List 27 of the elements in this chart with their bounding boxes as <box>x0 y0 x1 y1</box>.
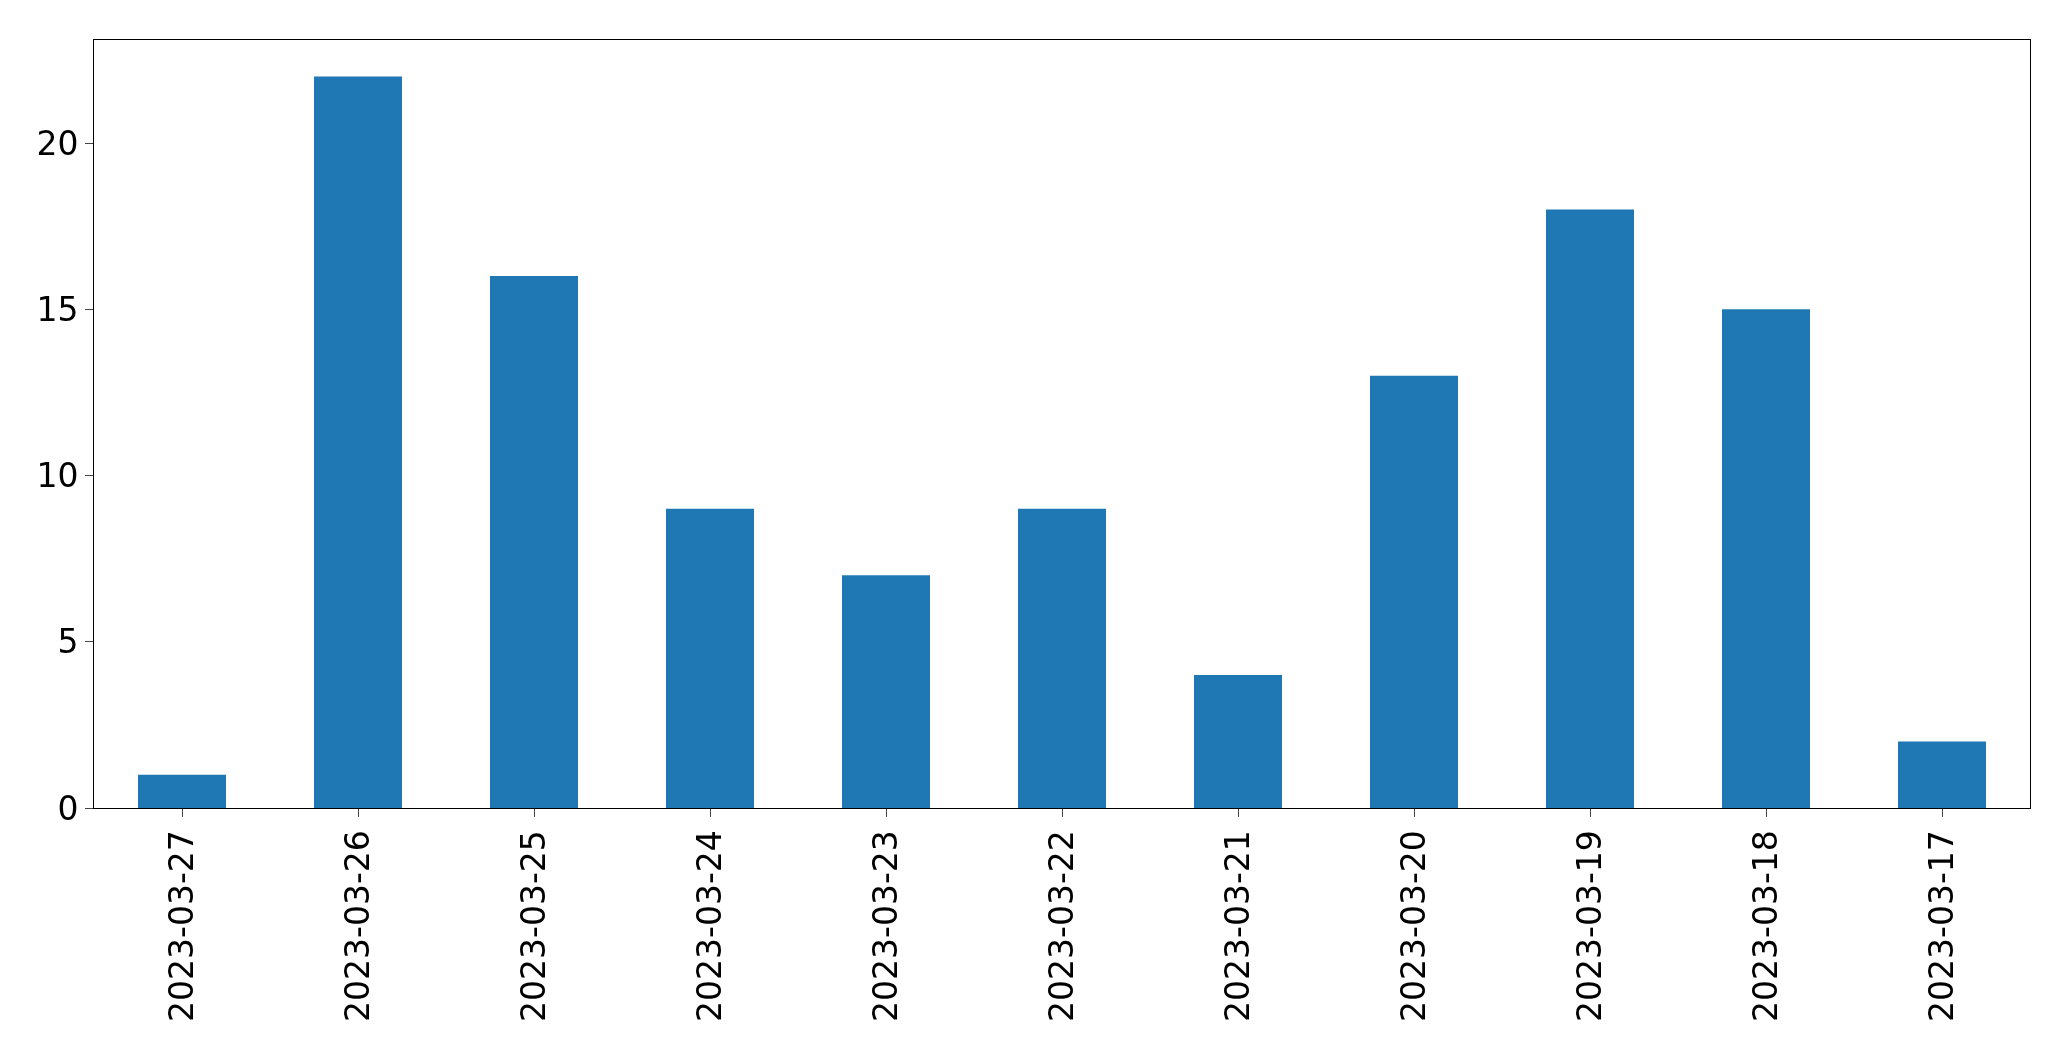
bar <box>1018 508 1106 808</box>
y-tick-label: 0 <box>57 788 79 828</box>
bar <box>138 774 226 808</box>
y-tick-label: 5 <box>57 622 79 662</box>
bar <box>1194 675 1282 808</box>
bar <box>314 76 402 808</box>
x-tick-label: 2023-03-19 <box>1569 830 1609 1022</box>
bar <box>1370 375 1458 808</box>
x-tick-label: 2023-03-26 <box>337 830 377 1022</box>
y-tick-label: 20 <box>36 123 79 163</box>
bar <box>490 276 578 808</box>
x-tick-label: 2023-03-23 <box>865 830 905 1022</box>
bar <box>842 575 930 808</box>
bar <box>666 508 754 808</box>
bar <box>1722 309 1810 808</box>
x-tick-label: 2023-03-25 <box>513 830 553 1022</box>
x-tick-label: 2023-03-20 <box>1393 830 1433 1022</box>
y-tick-label: 15 <box>36 289 79 329</box>
x-tick-label: 2023-03-24 <box>689 830 729 1022</box>
x-tick-label: 2023-03-22 <box>1041 830 1081 1022</box>
bar <box>1546 209 1634 808</box>
x-tick-label: 2023-03-27 <box>161 830 201 1022</box>
y-tick-label: 10 <box>36 456 79 496</box>
x-tick-label: 2023-03-18 <box>1745 830 1785 1022</box>
x-tick-label: 2023-03-21 <box>1217 830 1257 1022</box>
bar <box>1898 741 1986 808</box>
x-tick-label: 2023-03-17 <box>1921 830 1961 1022</box>
